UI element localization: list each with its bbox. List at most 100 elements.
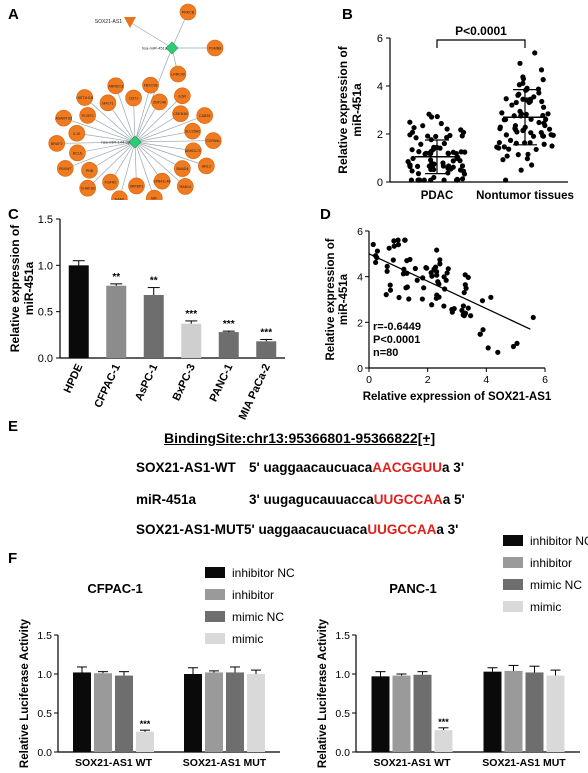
x-category-label: SOX21-AS1 WT — [373, 757, 451, 769]
significance-mark: *** — [223, 319, 235, 330]
data-point — [546, 126, 553, 132]
panel-f-right-chart: PANC-1 0.0 0.5 1.0 1.5 *** SOX21-AS1 WT SOX21-A… — [317, 534, 588, 769]
data-point — [391, 243, 397, 249]
data-point — [441, 303, 447, 309]
target-node-label: MIF — [151, 197, 158, 200]
data-point — [459, 176, 466, 182]
sequence-body: uaggaacaucuaca — [258, 522, 368, 537]
network-edge — [134, 113, 181, 143]
data-point — [518, 167, 524, 173]
y-tick-label: 6 — [377, 33, 383, 45]
data-point — [440, 163, 446, 169]
bar — [115, 675, 133, 752]
data-point — [525, 97, 531, 103]
data-point — [459, 307, 465, 314]
data-point — [391, 238, 397, 244]
data-point — [520, 127, 526, 134]
stat-label: P<0.0001 — [373, 334, 420, 346]
data-point — [409, 129, 416, 135]
target-node — [176, 178, 194, 195]
data-point — [406, 296, 412, 302]
network-edge — [119, 141, 136, 199]
target-node-label: FBXW7 — [59, 167, 71, 171]
data-point — [428, 114, 435, 120]
panel-f-left-chart: CFPAC-1 0.0 0.5 1.0 1.5 *** SOX21-AS1 WT SOX21-… — [19, 566, 295, 769]
data-point — [449, 306, 455, 313]
sequence-name: miR-451a — [136, 492, 197, 507]
network-edge — [134, 141, 207, 167]
target-node-label: FBXO38 — [144, 84, 158, 88]
data-point — [416, 149, 422, 155]
network-edge — [134, 141, 186, 187]
data-point — [517, 60, 523, 66]
data-point — [518, 111, 525, 117]
target-node — [55, 109, 72, 127]
data-point — [531, 94, 537, 100]
data-point — [431, 166, 437, 173]
target-node-label: CCRN4L — [206, 139, 220, 143]
y-tick-label: 0.5 — [38, 307, 53, 319]
bar — [256, 341, 277, 358]
panel-label-f: F — [8, 550, 18, 567]
target-node — [111, 190, 128, 200]
data-point — [407, 119, 413, 125]
legend-label: inhibitor — [232, 588, 274, 602]
legend-label: mimic NC — [232, 610, 284, 624]
data-point — [509, 102, 515, 108]
data-point — [457, 158, 463, 164]
target-node-label: BRAF2 — [51, 142, 63, 146]
data-point — [530, 133, 537, 139]
y-axis-label: Relative expression ofmiR-451a — [8, 224, 36, 352]
data-point — [538, 67, 545, 73]
target-node-label: SLC25A2 — [185, 130, 200, 134]
data-point — [437, 145, 443, 151]
target-node-label: IL10 — [73, 132, 80, 136]
target-node-label: CAB39 — [199, 114, 210, 118]
target-node — [174, 160, 191, 177]
target-node — [107, 77, 125, 95]
data-point — [402, 237, 408, 243]
legend-swatch — [503, 535, 523, 546]
y-tick-label: 0.0 — [37, 747, 52, 759]
regression-line — [368, 253, 531, 330]
data-point — [550, 132, 556, 138]
target-node-label: RAB14 — [180, 185, 191, 189]
target-node-label: MALT1 — [102, 101, 113, 105]
data-point — [503, 132, 509, 138]
significance-bracket — [436, 39, 526, 48]
data-point — [545, 111, 551, 117]
y-tick-label: 1.0 — [335, 669, 350, 681]
y-tick-label: 1.0 — [38, 260, 53, 272]
data-point — [515, 92, 521, 98]
data-point — [446, 163, 452, 169]
data-point — [434, 113, 440, 120]
data-point — [373, 259, 379, 266]
target-node-label: SMAD4 — [176, 167, 188, 171]
data-point — [450, 164, 456, 170]
x-category-label: SOX21-AS1 MUT — [183, 757, 267, 769]
target-node-label: CDKN1B — [173, 112, 188, 116]
data-point — [428, 177, 434, 183]
bar — [525, 672, 544, 752]
data-point — [444, 126, 450, 132]
bar — [504, 670, 523, 752]
bar — [143, 294, 164, 358]
y-tick-label: 1.0 — [37, 669, 52, 681]
significance-mark: ** — [112, 272, 120, 283]
data-point — [532, 50, 538, 56]
lncrna-label: SOX21-AS1 — [95, 19, 122, 25]
x-category-label: MIA PaCa-2 — [237, 362, 273, 420]
data-point — [437, 261, 443, 267]
network-edge — [65, 141, 136, 169]
x-category-label: AsPC-1 — [133, 362, 160, 403]
network-edge — [76, 132, 136, 143]
target-node — [102, 173, 119, 191]
x-tick-label: 6 — [542, 374, 548, 386]
y-axis-label: Relative Luciferase Activity — [19, 618, 31, 768]
data-point — [539, 98, 545, 105]
sequence-row: SOX21-AS1-MUT 5' uaggaacaucuacaUUGCCAAa … — [136, 522, 458, 537]
data-point — [529, 162, 535, 168]
data-point — [524, 156, 530, 162]
target-node — [151, 93, 168, 111]
bar — [434, 730, 453, 752]
